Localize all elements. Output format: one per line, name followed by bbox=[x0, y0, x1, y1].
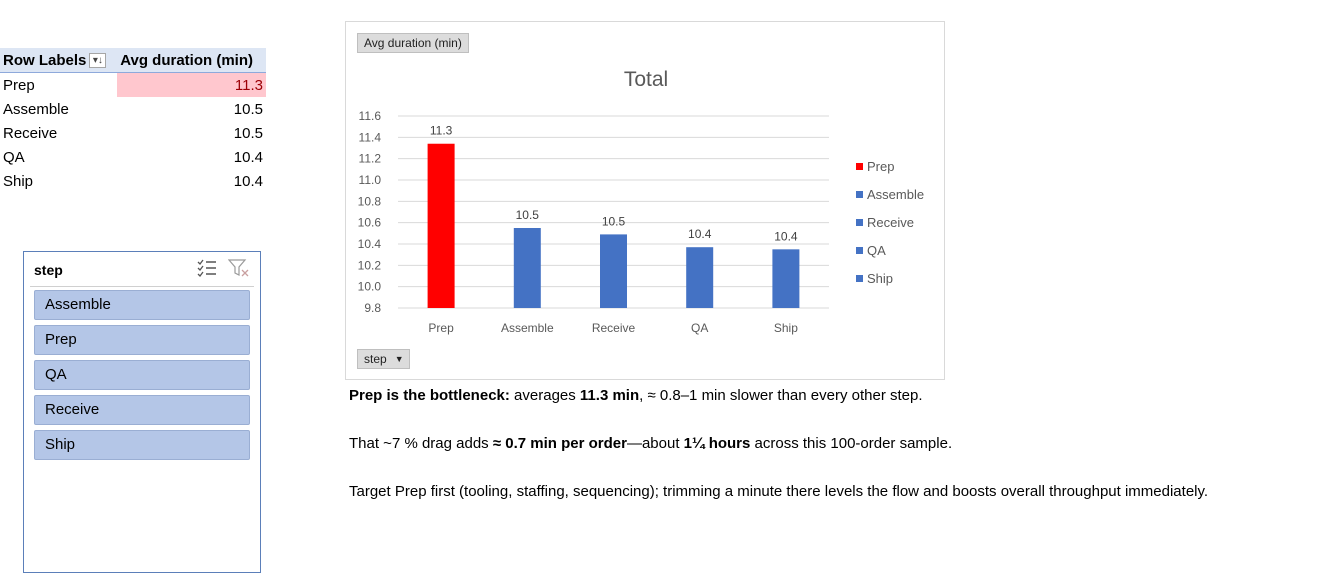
chart-title: Total bbox=[623, 68, 669, 91]
step-slicer: step Assemble Prep QA Receive Ship bbox=[23, 251, 261, 573]
note-paragraph-3: Target Prep first (tooling, staffing, se… bbox=[349, 483, 1209, 500]
row-label[interactable]: QA bbox=[3, 148, 25, 166]
note-text: averages bbox=[509, 387, 580, 404]
value-header: Avg duration (min) bbox=[117, 48, 266, 73]
slicer-title: step bbox=[34, 262, 63, 278]
note-text: That ~7 % drag adds bbox=[349, 435, 493, 452]
data-label: 10.5 bbox=[516, 208, 540, 222]
x-tick-label: Ship bbox=[774, 321, 798, 335]
note-text: —about bbox=[626, 435, 684, 452]
x-tick-label: QA bbox=[691, 321, 708, 335]
row-value[interactable]: 10.5 bbox=[233, 100, 263, 118]
legend-entry: Assemble bbox=[867, 187, 924, 202]
dropdown-arrow-icon: ▼ bbox=[394, 354, 404, 364]
chart-plot: 11.6 11.4 11.2 11.0 10.8 10.6 10.4 10.2 10.0 9.8 1… bbox=[358, 109, 924, 335]
note-bold-value: ≈ 0.7 min per order bbox=[492, 435, 627, 452]
legend-entry: Prep bbox=[867, 159, 894, 174]
row-label[interactable]: Assemble bbox=[3, 100, 69, 118]
legend-entry: Ship bbox=[867, 271, 893, 286]
y-tick-label: 9.8 bbox=[364, 301, 381, 315]
row-value[interactable]: 10.4 bbox=[233, 172, 263, 190]
pivot-header-row: Row Labels ▾↓ Avg duration (min) bbox=[0, 48, 266, 73]
note-bold-heading: Prep is the bottleneck: bbox=[349, 387, 510, 404]
axis-field-button[interactable]: step ▼ bbox=[357, 349, 410, 369]
legend-entry: Receive bbox=[867, 215, 914, 230]
legend-swatch bbox=[856, 275, 863, 282]
table-row: Prep 11.3 bbox=[0, 72, 266, 97]
x-tick-label: Receive bbox=[592, 321, 636, 335]
row-label[interactable]: Prep bbox=[3, 76, 35, 94]
slicer-item-assemble[interactable]: Assemble bbox=[34, 290, 250, 320]
row-value[interactable]: 10.4 bbox=[233, 148, 263, 166]
note-paragraph-2: That ~7 % drag adds ≈ 0.7 min per order—… bbox=[349, 435, 952, 452]
value-field-button[interactable]: Avg duration (min) bbox=[357, 33, 469, 53]
legend-entry: QA bbox=[867, 243, 886, 258]
y-tick-label: 11.0 bbox=[359, 173, 382, 187]
y-tick-label: 10.2 bbox=[358, 258, 382, 272]
bar-ship bbox=[772, 249, 800, 308]
note-text: across this 100-order sample. bbox=[750, 435, 953, 452]
y-tick-label: 10.8 bbox=[358, 194, 382, 208]
row-value[interactable]: 11.3 bbox=[117, 72, 266, 97]
note-paragraph-1: Prep is the bottleneck: averages 11.3 mi… bbox=[349, 387, 923, 404]
table-row: Ship 10.4 bbox=[0, 169, 266, 193]
bar-assemble bbox=[513, 228, 541, 308]
legend-swatch bbox=[856, 163, 863, 170]
sort-descending-icon[interactable]: ▾↓ bbox=[89, 53, 107, 69]
y-tick-label: 10.0 bbox=[358, 280, 382, 294]
data-label: 10.4 bbox=[774, 229, 798, 243]
row-labels-header[interactable]: Row Labels ▾↓ bbox=[0, 48, 118, 73]
multi-select-icon[interactable] bbox=[196, 258, 218, 283]
y-tick-label: 11.6 bbox=[359, 109, 382, 123]
table-row: Receive 10.5 bbox=[0, 121, 266, 145]
bar-receive bbox=[600, 234, 627, 308]
bar-prep bbox=[427, 143, 455, 308]
slicer-item-ship[interactable]: Ship bbox=[34, 430, 250, 460]
legend-swatch bbox=[856, 247, 863, 254]
x-tick-label: Assemble bbox=[501, 321, 554, 335]
y-tick-label: 10.4 bbox=[358, 237, 382, 251]
data-label: 10.5 bbox=[602, 214, 626, 228]
row-label[interactable]: Ship bbox=[3, 172, 34, 190]
slicer-item-prep[interactable]: Prep bbox=[34, 325, 250, 355]
table-row: QA 10.4 bbox=[0, 145, 266, 169]
data-label: 10.4 bbox=[688, 227, 712, 241]
bar-qa bbox=[686, 247, 714, 308]
y-tick-label: 10.6 bbox=[358, 216, 382, 230]
note-text: , ≈ 0.8–1 min slower than every other st… bbox=[639, 387, 923, 404]
data-label: 11.3 bbox=[430, 124, 453, 138]
pivot-chart[interactable]: Avg duration (min) Total 11.6 11.4 11.2 11.… bbox=[345, 21, 945, 380]
table-row: Assemble 10.5 bbox=[0, 97, 266, 121]
y-tick-label: 11.4 bbox=[359, 130, 382, 144]
row-label[interactable]: Receive bbox=[3, 124, 58, 142]
row-labels-header-text: Row Labels bbox=[3, 51, 87, 69]
slicer-item-qa[interactable]: QA bbox=[34, 360, 250, 390]
slicer-item-receive[interactable]: Receive bbox=[34, 395, 250, 425]
clear-filter-icon[interactable] bbox=[227, 258, 250, 283]
legend-swatch bbox=[856, 219, 863, 226]
x-tick-label: Prep bbox=[428, 321, 454, 335]
y-tick-label: 11.2 bbox=[359, 152, 382, 166]
slicer-header: step bbox=[30, 252, 254, 287]
note-bold-value: 1¼ hours bbox=[683, 435, 751, 452]
note-bold-value: 11.3 min bbox=[579, 387, 640, 404]
pivot-table: Row Labels ▾↓ Avg duration (min) Prep 11.… bbox=[0, 48, 266, 193]
row-value[interactable]: 10.5 bbox=[233, 124, 263, 142]
axis-field-label: step bbox=[364, 352, 387, 366]
legend-swatch bbox=[856, 191, 863, 198]
